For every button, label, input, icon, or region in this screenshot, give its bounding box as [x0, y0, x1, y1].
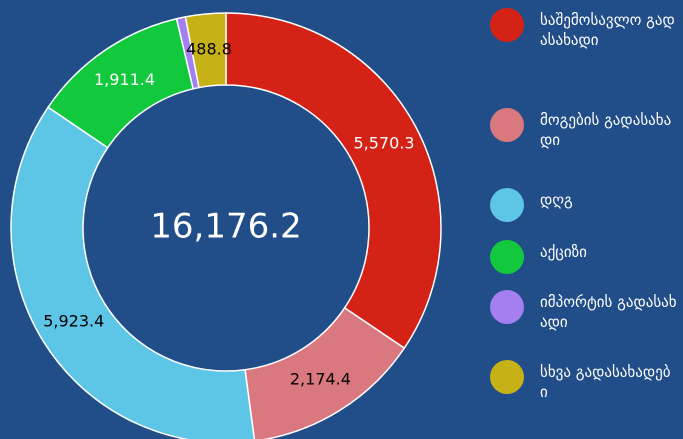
donut-slice — [184, 12, 227, 89]
legend-swatch — [490, 360, 524, 394]
legend-item[interactable]: მოგების გადასახადი — [490, 108, 678, 150]
data-label: 488.8 — [186, 39, 232, 58]
legend-item[interactable]: იმპორტის გადასახადი — [490, 290, 678, 332]
donut-slice — [10, 106, 256, 439]
legend-item[interactable]: სხვა გადასახადები — [490, 360, 678, 402]
legend-item[interactable]: დღგ — [490, 188, 678, 222]
legend-label: დღგ — [540, 191, 573, 209]
data-label: 1,911.4 — [94, 70, 155, 89]
legend-label: საშემოსავლო გადასახადი — [540, 11, 675, 49]
legend-label: იმპორტის გადასახადი — [540, 293, 677, 331]
legend-swatch — [490, 8, 524, 42]
legend-swatch — [490, 290, 524, 324]
donut-slice — [225, 12, 442, 350]
legend-item[interactable]: საშემოსავლო გადასახადი — [490, 8, 678, 50]
legend-item[interactable]: აქციზი — [490, 240, 678, 274]
data-label: 5,923.4 — [43, 312, 104, 331]
legend-label: აქციზი — [540, 243, 587, 261]
legend-label: მოგების გადასახადი — [540, 111, 672, 149]
legend-swatch — [490, 108, 524, 142]
center-total: 16,176.2 — [150, 207, 301, 247]
legend-swatch — [490, 188, 524, 222]
donut-slice — [244, 306, 406, 439]
legend-swatch — [490, 240, 524, 274]
legend-label: სხვა გადასახადები — [540, 363, 671, 401]
data-label: 2,174.4 — [290, 370, 351, 389]
data-label: 5,570.3 — [353, 133, 414, 152]
